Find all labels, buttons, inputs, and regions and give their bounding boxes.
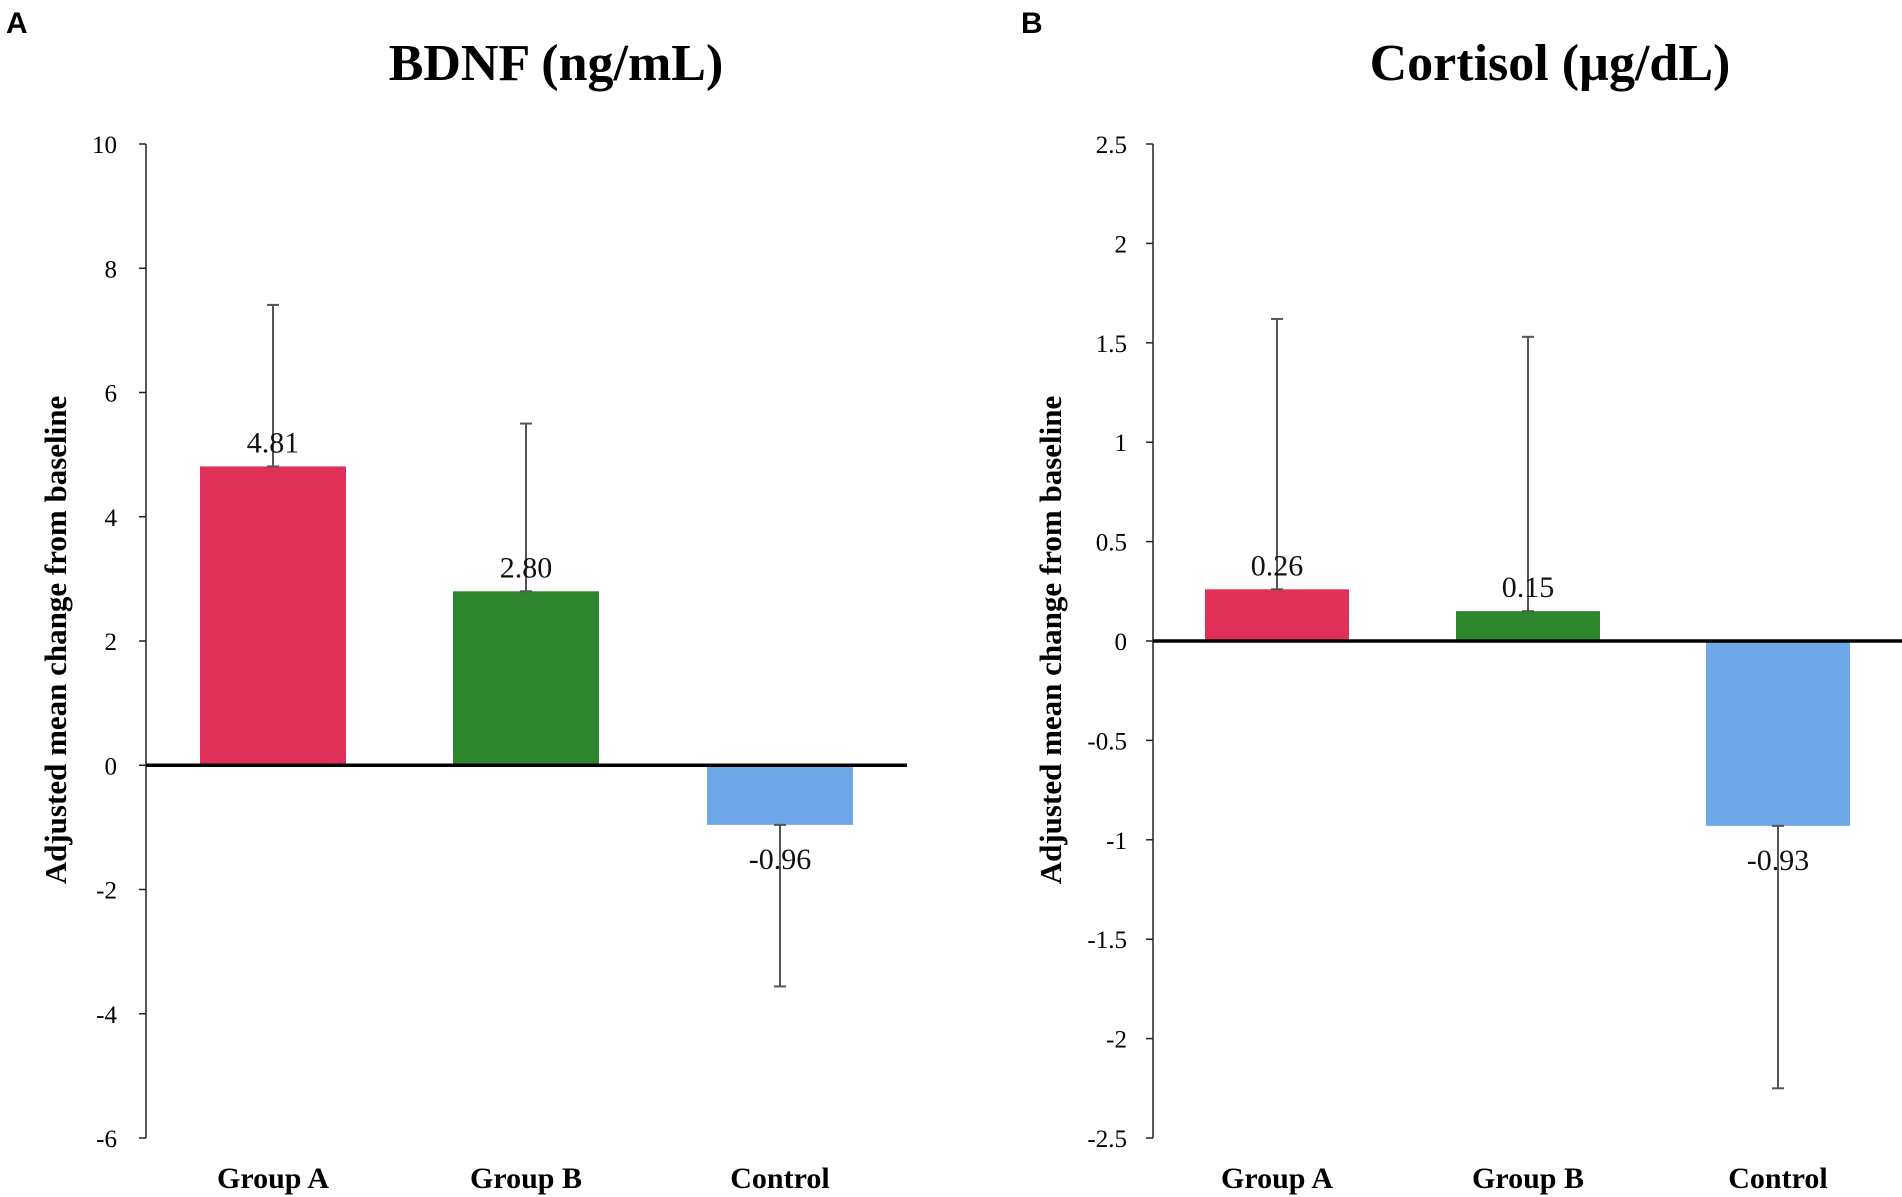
y-tick-label: -6 bbox=[96, 1126, 117, 1153]
y-tick-label: 2.5 bbox=[1096, 132, 1127, 159]
panel-letter: B bbox=[1021, 7, 1043, 40]
y-tick-label: 8 bbox=[105, 256, 118, 283]
bar bbox=[453, 591, 599, 766]
y-tick-label: 0 bbox=[105, 753, 118, 780]
y-tick-label: 6 bbox=[105, 381, 118, 408]
y-tick-label: 0 bbox=[1115, 629, 1128, 656]
y-tick-label: -2.5 bbox=[1087, 1126, 1127, 1153]
y-tick-label: -4 bbox=[96, 1002, 117, 1029]
y-tick-label: 4 bbox=[105, 505, 118, 532]
y-tick-label: 2 bbox=[105, 629, 118, 656]
bar bbox=[1205, 589, 1349, 641]
chart-title: BDNF (ng/mL) bbox=[389, 35, 724, 92]
y-tick-label: -2 bbox=[96, 878, 117, 905]
y-tick-label: 10 bbox=[92, 132, 117, 159]
y-axis-label: Adjusted mean change from baseline bbox=[38, 396, 73, 885]
x-category-label: Group B bbox=[470, 1162, 582, 1195]
x-category-label: Group B bbox=[1472, 1162, 1584, 1195]
x-category-label: Control bbox=[1728, 1162, 1827, 1195]
data-label: -0.93 bbox=[1747, 844, 1810, 877]
bar bbox=[707, 765, 853, 825]
data-label: 2.80 bbox=[500, 551, 553, 584]
y-tick-label: 2 bbox=[1115, 231, 1128, 258]
x-category-label: Group A bbox=[217, 1162, 329, 1195]
data-label: 0.15 bbox=[1502, 571, 1555, 604]
chart-panel-a: A BDNF (ng/mL) Adjusted mean change from… bbox=[6, 7, 907, 1195]
chart-panel-b: B Cortisol (µg/dL) Adjusted mean change … bbox=[1021, 7, 1902, 1195]
data-label: 4.81 bbox=[247, 426, 300, 459]
y-tick-label: 1.5 bbox=[1096, 331, 1127, 358]
y-tick-label: 0.5 bbox=[1096, 530, 1127, 557]
bar bbox=[200, 466, 346, 766]
y-tick-label: -0.5 bbox=[1087, 728, 1127, 755]
data-label: -0.96 bbox=[749, 843, 812, 876]
chart-title: Cortisol (µg/dL) bbox=[1370, 35, 1731, 92]
y-tick-label: -2 bbox=[1106, 1027, 1127, 1054]
x-category-label: Control bbox=[730, 1162, 829, 1195]
plot-area: 10 8 6 4 2 0 -2 -4 -6 4.81 Group A 2.80 Group B -0.96… bbox=[92, 132, 907, 1195]
x-category-label: Group A bbox=[1221, 1162, 1333, 1195]
panel-letter: A bbox=[6, 7, 28, 40]
plot-area: 2.5 2 1.5 1 0.5 0 -0.5 -1 -1.5 -2 -2.5 0.26 Group A 0… bbox=[1087, 132, 1902, 1195]
bar bbox=[1706, 641, 1850, 826]
data-label: 0.26 bbox=[1251, 549, 1304, 582]
y-tick-label: -1.5 bbox=[1087, 927, 1127, 954]
bar bbox=[1456, 611, 1600, 641]
y-tick-label: 1 bbox=[1115, 430, 1128, 457]
y-tick-label: -1 bbox=[1106, 828, 1127, 855]
y-axis-label: Adjusted mean change from baseline bbox=[1033, 396, 1068, 885]
